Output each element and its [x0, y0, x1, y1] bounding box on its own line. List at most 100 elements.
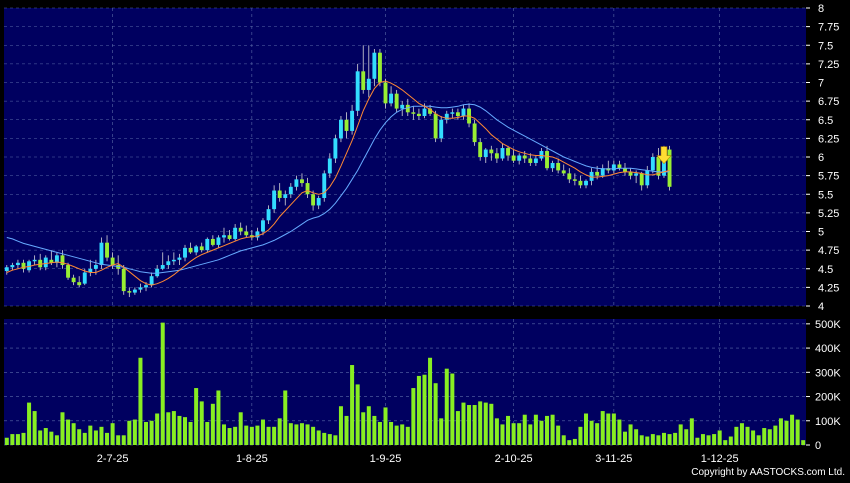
candle-body [188, 247, 193, 253]
candle-body [461, 108, 466, 117]
candle-body [500, 148, 505, 159]
volume-bar [54, 435, 59, 445]
volume-bar [572, 438, 577, 445]
x-tick-label: 2-10-25 [495, 453, 533, 465]
candle-body [539, 151, 544, 159]
volume-bar [144, 421, 149, 445]
volume-bar [149, 420, 154, 445]
volume-bar [606, 413, 611, 445]
volume-bar [595, 423, 600, 445]
price-tick-label: 7.75 [818, 22, 839, 34]
volume-bar [88, 425, 93, 445]
volume-bar [277, 418, 282, 445]
candle-body [389, 93, 394, 104]
candle-body [478, 142, 483, 157]
volume-bar [751, 430, 756, 445]
volume-bar [121, 435, 126, 445]
volume-bar [706, 435, 711, 445]
candle-body [177, 257, 182, 260]
candle-body [511, 155, 516, 161]
volume-bar [355, 384, 360, 445]
x-tick-label: 1-9-25 [370, 453, 402, 465]
candle-body [506, 148, 510, 156]
volume-bar [15, 434, 20, 445]
volume-bar [550, 414, 555, 445]
candle-body [272, 190, 277, 210]
price-tick-label: 4.75 [818, 245, 839, 257]
candle-body [166, 261, 171, 266]
volume-bar [60, 412, 65, 445]
volume-bar [82, 432, 87, 445]
price-tick-label: 5 [818, 227, 824, 239]
volume-bar [778, 418, 783, 445]
price-tick-label: 6.5 [818, 115, 833, 127]
volume-bar [723, 440, 728, 445]
price-tick-label: 7 [818, 78, 824, 90]
volume-bar [338, 406, 343, 445]
volume-bar [327, 434, 332, 445]
volume-bar [450, 373, 455, 445]
price-tick-label: 7.5 [818, 40, 833, 52]
volume-bar [322, 432, 327, 445]
volume-bar-series [4, 322, 806, 445]
x-tick-label: 2-7-25 [97, 453, 129, 465]
volume-bar [533, 414, 538, 445]
candle-body [639, 173, 644, 186]
volume-bar [695, 437, 700, 445]
price-tick-label: 8 [818, 3, 824, 15]
candle-body [483, 149, 488, 157]
candle-body [43, 257, 48, 268]
candle-body [194, 246, 199, 253]
candle-body [366, 78, 371, 90]
candle-body [405, 104, 410, 113]
candle-body [210, 238, 215, 245]
price-tick-label: 6.25 [818, 133, 839, 145]
volume-bar [506, 415, 511, 445]
candle-body [411, 112, 416, 114]
candle-body [455, 112, 460, 117]
volume-bar [400, 424, 405, 445]
volume-panel[interactable] [4, 319, 806, 445]
volume-bar [756, 435, 761, 445]
volume-bar [728, 436, 733, 445]
volume-bar [567, 440, 572, 445]
volume-bar [4, 437, 9, 445]
price-y-axis: 4 4.25 4.5 4.75 5 5.25 5.5 5.75 6 6.25 6.5 6.75 7 7.2… [806, 3, 839, 313]
candle-body [572, 179, 577, 181]
candle-body [533, 158, 538, 163]
candle-body [472, 123, 477, 143]
candle-body [634, 173, 639, 176]
volume-bar [790, 414, 795, 445]
candle-body [439, 119, 444, 139]
volume-bar [389, 421, 394, 445]
volume-grid [4, 319, 806, 446]
candle-body [15, 262, 20, 266]
candle-body [255, 231, 260, 238]
candle-body [428, 108, 433, 114]
volume-bar [283, 390, 288, 445]
price-tick-label: 5.25 [818, 208, 839, 220]
volume-bar [311, 426, 316, 445]
moving-average-long-line [6, 103, 670, 274]
down-arrow-shape [656, 146, 672, 165]
candle-body [149, 276, 154, 286]
volume-tick-label: 200K [815, 392, 841, 404]
candle-body [138, 287, 143, 290]
volume-bar [661, 432, 666, 445]
candle-body [21, 262, 26, 269]
volume-bar [489, 403, 494, 445]
volume-tick-label: 500K [815, 319, 841, 331]
volume-tick-label: 0 [815, 440, 821, 452]
price-tick-label: 6 [818, 152, 824, 164]
volume-bar [556, 425, 561, 445]
candle-body [600, 168, 605, 176]
volume-bar [244, 425, 249, 445]
candle-body [32, 259, 37, 262]
candle-body [110, 257, 115, 266]
volume-bar [255, 425, 260, 445]
volume-bar [160, 322, 165, 445]
volume-bar [639, 435, 644, 445]
candle-body [155, 268, 160, 277]
volume-bar [773, 425, 778, 445]
volume-bar [584, 413, 589, 445]
